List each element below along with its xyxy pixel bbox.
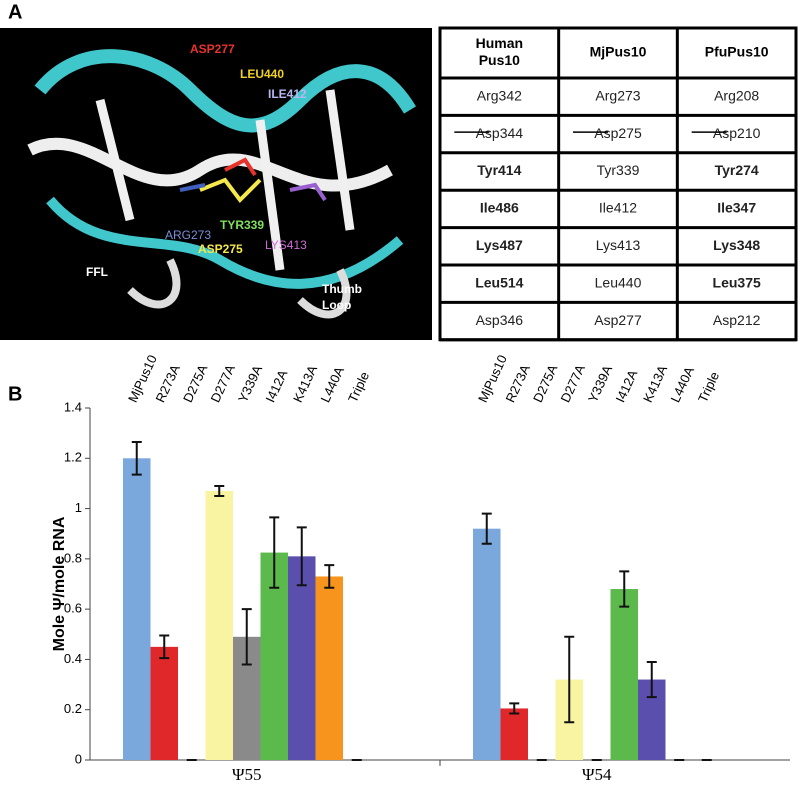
- y-tick-label: 0.8: [64, 550, 82, 565]
- error-bar: [509, 702, 520, 715]
- series-label: D275A: [530, 362, 561, 405]
- series-label: R273A: [152, 362, 183, 405]
- panel-label: B: [8, 383, 22, 405]
- table-header: Human Pus10: [476, 35, 523, 68]
- table-cell: Arg208: [714, 87, 759, 103]
- error-bar: [646, 660, 657, 699]
- panel-label: A: [8, 1, 22, 23]
- bar: [473, 528, 501, 760]
- series-label: L440A: [667, 364, 697, 405]
- table-cell: Asp212: [713, 312, 761, 328]
- y-tick-label: 0.6: [64, 601, 82, 616]
- structure-label: Thumb Loop: [322, 282, 362, 312]
- structure-label: ASP277: [190, 42, 235, 56]
- structure-label: ASP275: [198, 242, 243, 256]
- y-axis-label: Mole Ψ/mole RNA: [51, 516, 68, 651]
- error-bar: [159, 634, 170, 660]
- error-bar: [296, 526, 307, 587]
- table-cell: Asp275: [594, 125, 642, 141]
- table-cell: Arg273: [595, 87, 640, 103]
- table-header: MjPus10: [590, 44, 647, 60]
- structure-image: [0, 28, 432, 340]
- table-cell: Arg342: [477, 87, 522, 103]
- y-tick-label: 0.2: [64, 701, 82, 716]
- series-label: Triple: [695, 369, 722, 404]
- table-cell: Tyr274: [715, 162, 759, 178]
- table-header: PfuPus10: [705, 44, 769, 60]
- bar: [205, 490, 233, 760]
- table-cell: Lys348: [713, 237, 760, 253]
- series-label: I412A: [262, 367, 290, 404]
- group-label: Ψ55: [232, 765, 262, 784]
- structure-label: TYR339: [220, 218, 264, 232]
- series-label: K413A: [290, 363, 320, 405]
- y-tick-label: 1: [75, 500, 82, 515]
- table-cell: Ile347: [717, 200, 756, 216]
- series-label: Y339A: [585, 363, 615, 405]
- bar: [288, 556, 316, 760]
- series-label: L440A: [317, 364, 347, 405]
- series-label: K413A: [640, 363, 670, 405]
- table-cell: Tyr414: [477, 162, 521, 178]
- bar: [315, 576, 343, 760]
- error-bar: [269, 516, 280, 589]
- bar: [500, 708, 528, 760]
- table-cell: Lys487: [476, 237, 523, 253]
- structure-label: LYS413: [265, 238, 307, 252]
- table-cell: Ile412: [599, 200, 637, 216]
- table-cell: Asp344: [476, 125, 524, 141]
- table-cell: Lys413: [596, 237, 641, 253]
- bar: [150, 646, 178, 760]
- series-label: Triple: [345, 369, 372, 404]
- series-label: I412A: [612, 367, 640, 404]
- y-tick-label: 0.4: [64, 651, 82, 666]
- table-cell: Tyr339: [597, 162, 640, 178]
- table-cell: Leu514: [475, 274, 523, 290]
- error-bar: [131, 440, 142, 476]
- table-cell: Asp210: [713, 125, 761, 141]
- y-tick-label: 1.2: [64, 450, 82, 465]
- table-cell: Asp277: [594, 312, 642, 328]
- series-label: D275A: [180, 362, 211, 405]
- structure-label: ARG273: [165, 228, 211, 242]
- y-tick-label: 0: [75, 751, 82, 766]
- structure-label: FFL: [86, 265, 108, 279]
- table-border: [438, 26, 798, 342]
- structure-label: ILE412: [268, 87, 307, 101]
- table-cell: Ile486: [480, 200, 519, 216]
- group-label: Ψ54: [582, 765, 612, 784]
- error-bar: [241, 608, 252, 666]
- error-bar: [481, 512, 492, 545]
- y-tick-label: 1.4: [64, 399, 82, 414]
- error-bar: [214, 484, 225, 497]
- bar: [123, 458, 151, 760]
- error-bar: [619, 570, 630, 608]
- error-bar: [324, 564, 335, 589]
- bar: [610, 589, 638, 760]
- series-label: D277A: [557, 362, 588, 405]
- series-label: R273A: [502, 362, 533, 405]
- table-cell: Leu375: [713, 274, 761, 290]
- table-cell: Leu440: [595, 274, 642, 290]
- table-cell: Asp346: [476, 312, 524, 328]
- series-label: D277A: [207, 362, 238, 405]
- series-label: Y339A: [235, 363, 265, 405]
- structure-label: LEU440: [240, 67, 284, 81]
- error-bar: [564, 635, 575, 724]
